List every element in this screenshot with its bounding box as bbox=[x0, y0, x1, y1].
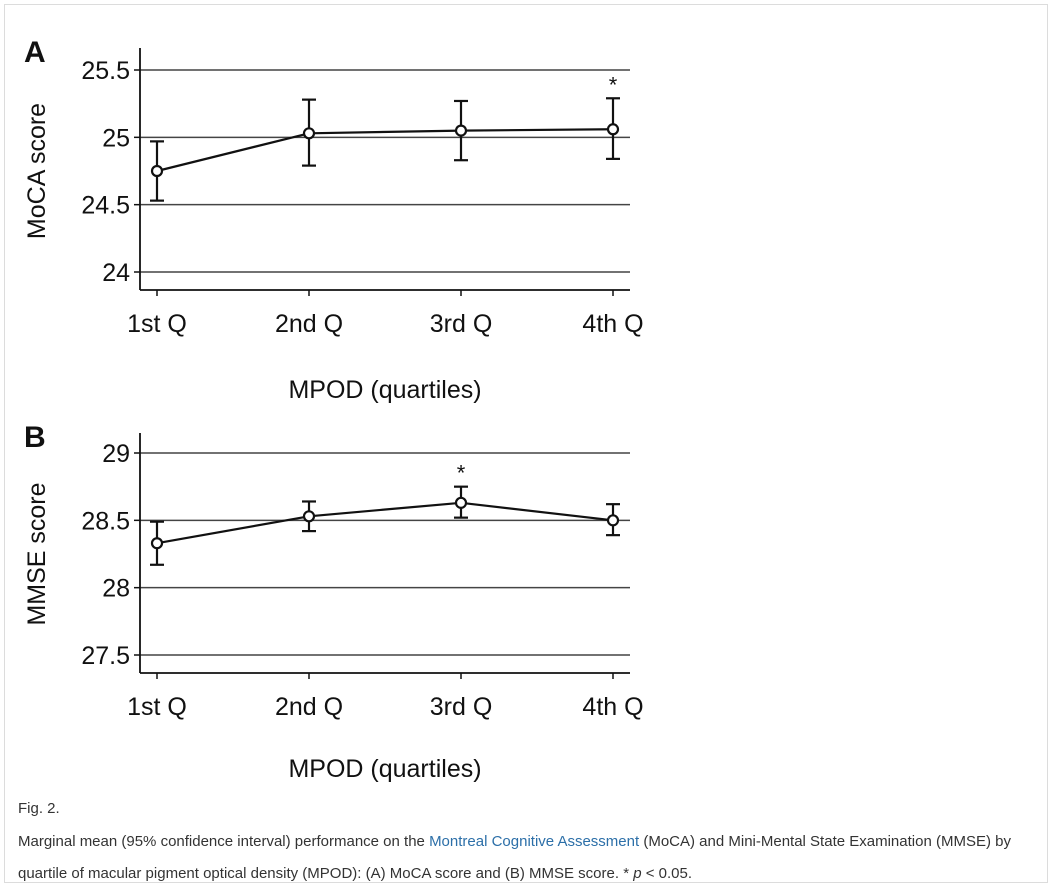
figure-charts: A 24 24.5 25 25.5 1st Q 2nd Q 3rd Q 4th Q MPOD (q… bbox=[23, 36, 644, 783]
y-tick-label: 27.5 bbox=[81, 642, 130, 670]
panel-letter: B bbox=[24, 421, 46, 454]
caption-p-symbol: p bbox=[633, 865, 642, 882]
data-point bbox=[302, 510, 316, 523]
significance-marker: * bbox=[609, 72, 618, 97]
x-tick-label: 3rd Q bbox=[430, 310, 493, 338]
data-point bbox=[302, 127, 316, 140]
y-tick-label: 25.5 bbox=[81, 57, 130, 85]
data-point bbox=[454, 124, 468, 137]
y-axis-title: MoCA score bbox=[23, 103, 51, 239]
y-tick-label: 25 bbox=[102, 124, 130, 152]
caption-text-2: (MoCA) and Mini-Mental State Examination… bbox=[18, 833, 1011, 882]
figure-label: Fig. 2. bbox=[18, 800, 60, 817]
x-tick-label: 2nd Q bbox=[275, 693, 343, 721]
caption-text-3: < 0.05. bbox=[641, 865, 693, 882]
significance-marker: * bbox=[457, 461, 466, 486]
x-axis-title: MPOD (quartiles) bbox=[288, 755, 481, 783]
x-tick-label: 4th Q bbox=[582, 310, 643, 338]
figure-frame bbox=[4, 4, 1048, 883]
x-tick-label: 1st Q bbox=[127, 693, 187, 721]
y-tick-label: 28 bbox=[102, 575, 130, 603]
data-point bbox=[454, 496, 468, 509]
panel-a: A 24 24.5 25 25.5 1st Q 2nd Q 3rd Q 4th Q MPOD (q… bbox=[23, 36, 644, 404]
caption-text-1: Marginal mean (95% confidence interval) … bbox=[18, 833, 430, 850]
moca-link[interactable]: Montreal Cognitive Assessment bbox=[429, 833, 640, 850]
x-tick-label: 2nd Q bbox=[275, 310, 343, 338]
data-point bbox=[150, 537, 164, 550]
y-tick-label: 28.5 bbox=[81, 507, 130, 535]
series-line bbox=[156, 501, 614, 545]
panel-letter: A bbox=[24, 36, 46, 69]
x-tick-label: 4th Q bbox=[582, 693, 643, 721]
x-axis-title: MPOD (quartiles) bbox=[288, 376, 481, 404]
y-axis-title: MMSE score bbox=[23, 482, 51, 625]
x-tick-label: 3rd Q bbox=[430, 693, 493, 721]
y-tick-label: 24 bbox=[102, 259, 130, 287]
figure-caption: Marginal mean (95% confidence interval) … bbox=[18, 826, 1052, 890]
data-point bbox=[150, 164, 164, 178]
y-tick-label: 24.5 bbox=[81, 192, 130, 220]
series-line bbox=[156, 128, 614, 173]
y-tick-label: 29 bbox=[102, 440, 130, 468]
data-point bbox=[606, 123, 620, 136]
data-point bbox=[606, 514, 620, 527]
panel-b: B 27.5 28 28.5 29 1st Q 2nd Q 3rd Q 4th Q MPOD (q… bbox=[23, 421, 644, 783]
x-tick-label: 1st Q bbox=[127, 310, 187, 338]
